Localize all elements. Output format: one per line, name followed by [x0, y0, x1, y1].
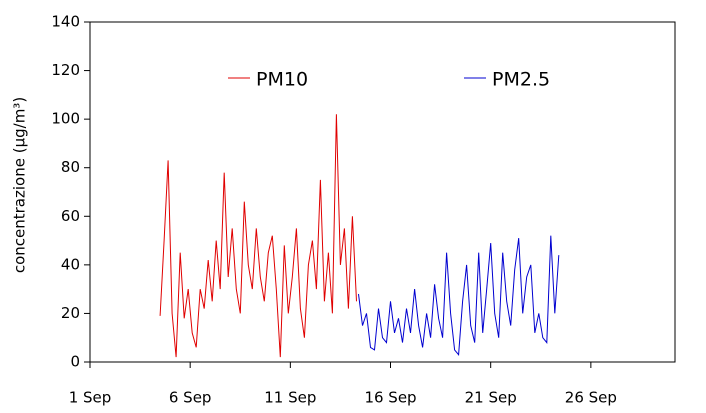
y-tick-label: 120	[51, 61, 80, 79]
x-tick-label: 16 Sep	[364, 389, 416, 407]
series-line	[159, 114, 357, 358]
x-tick-label: 6 Sep	[169, 389, 212, 407]
series-line	[358, 235, 560, 356]
y-tick-label: 100	[51, 110, 80, 128]
x-tick-label: 11 Sep	[264, 389, 316, 407]
x-tick-label: 21 Sep	[465, 389, 517, 407]
y-tick-label: 140	[51, 13, 80, 31]
x-tick-label: 1 Sep	[69, 389, 112, 407]
plot-frame	[89, 21, 676, 363]
y-tick-label: 60	[61, 207, 80, 225]
y-tick-label: 40	[61, 255, 80, 273]
x-tick-label: 26 Sep	[565, 389, 617, 407]
legend-label: PM2.5	[492, 69, 550, 91]
y-tick-label: 80	[61, 158, 80, 176]
y-tick-label: 0	[70, 353, 80, 371]
y-axis-label: concentrazione (µg/m³)	[11, 97, 29, 273]
y-tick-label: 20	[61, 304, 80, 322]
legend-label: PM10	[256, 69, 308, 91]
